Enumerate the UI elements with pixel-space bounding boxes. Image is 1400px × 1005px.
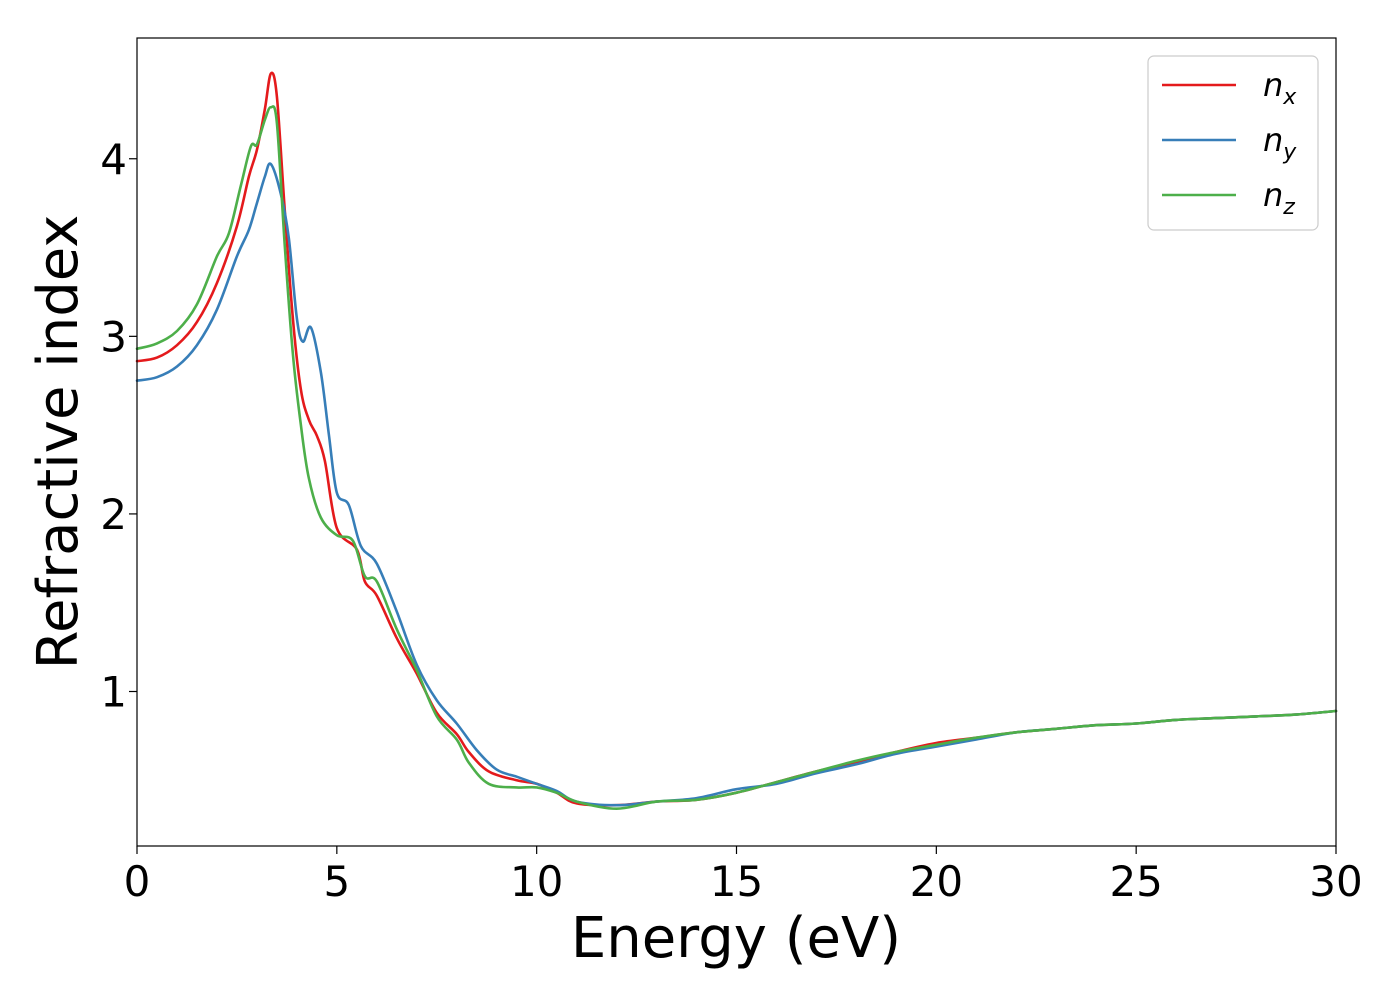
x-tick-label: 15 <box>710 857 763 906</box>
legend-label-z: nz <box>1263 176 1295 220</box>
x-axis: 0 5 10 15 20 25 30 <box>124 846 1363 906</box>
x-tick-label: 10 <box>510 857 563 906</box>
x-tick-label: 30 <box>1309 857 1362 906</box>
legend-label-x: nx <box>1263 66 1297 110</box>
y-tick-label: 3 <box>100 312 127 361</box>
x-tick-label: 25 <box>1109 857 1162 906</box>
x-tick-label: 5 <box>323 857 350 906</box>
y-tick-label: 4 <box>100 135 127 184</box>
y-tick-label: 2 <box>100 490 127 539</box>
x-tick-label: 20 <box>910 857 963 906</box>
series-line-z <box>135 105 1338 810</box>
legend: nx ny nz <box>1147 55 1319 231</box>
legend-label-y: ny <box>1263 121 1297 165</box>
plot-area <box>137 38 1336 846</box>
series-layer <box>135 71 1338 810</box>
legend-frame <box>1147 55 1319 231</box>
x-axis-label: Energy (eV) <box>571 906 901 971</box>
x-tick-label: 0 <box>124 857 151 906</box>
y-tick-label: 1 <box>100 668 127 717</box>
y-axis-label: Refractive index <box>26 215 91 670</box>
y-axis: 1 2 3 4 <box>100 135 137 717</box>
